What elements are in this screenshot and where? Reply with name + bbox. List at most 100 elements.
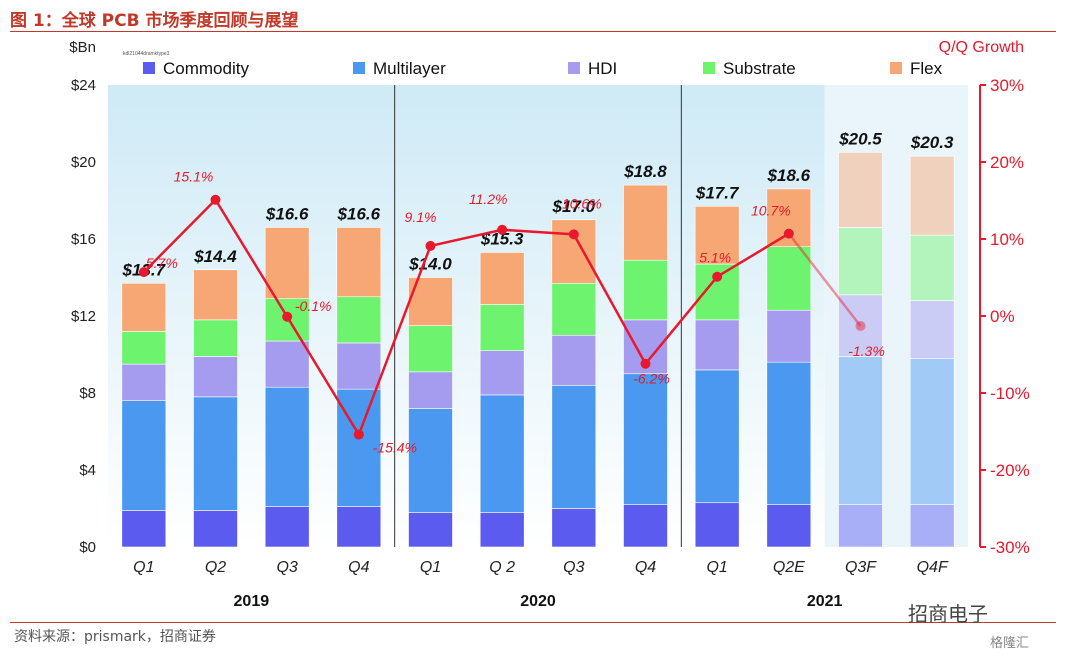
category-label: Q4 xyxy=(635,559,656,576)
growth-point xyxy=(712,271,723,282)
growth-point xyxy=(282,311,293,322)
source-rule xyxy=(10,622,1056,623)
growth-label: -6.2% xyxy=(633,371,670,387)
bar-multilayer-12 xyxy=(909,358,955,505)
category-label: Q1 xyxy=(706,559,727,576)
legend-swatch-hdi xyxy=(568,62,580,74)
growth-point xyxy=(497,224,508,235)
bar-substrate-2 xyxy=(193,319,238,357)
year-label-2019: 2019 xyxy=(234,593,270,610)
growth-line-forecast xyxy=(787,232,862,327)
bar-total-label: $17.0 xyxy=(552,197,596,216)
bar-substrate-5 xyxy=(408,325,453,373)
bar-substrate-6 xyxy=(479,304,525,351)
category-label: Q3F xyxy=(845,559,877,576)
category-label: Q4F xyxy=(917,559,949,576)
bar-commodity-4 xyxy=(336,506,382,548)
bar-total-label: $14.0 xyxy=(408,255,452,274)
right-axis-label: Q/Q Growth xyxy=(939,39,1024,56)
bar-total-label: $14.4 xyxy=(193,247,237,266)
bar-hdi-4 xyxy=(336,342,382,390)
growth-point xyxy=(855,321,866,332)
bar-substrate-12 xyxy=(909,234,955,301)
bar-commodity-2 xyxy=(193,510,238,548)
growth-point xyxy=(353,429,364,440)
growth-label: 5.7% xyxy=(146,255,178,271)
bar-multilayer-9 xyxy=(694,369,740,504)
bar-total-label: $18.8 xyxy=(623,162,667,181)
bar-commodity-5 xyxy=(408,512,453,548)
bar-commodity-6 xyxy=(479,512,525,548)
bar-substrate-1 xyxy=(121,331,167,365)
bar-flex-7 xyxy=(551,219,597,284)
left-axis-unit: $Bn xyxy=(69,39,96,56)
bar-commodity-1 xyxy=(121,510,167,548)
year-label-2020: 2020 xyxy=(520,593,556,610)
category-label: Q1 xyxy=(420,559,441,576)
growth-label: -15.4% xyxy=(373,440,417,456)
growth-point xyxy=(640,358,651,369)
legend-swatch-substrate xyxy=(703,62,715,74)
growth-label: 15.1% xyxy=(174,169,214,185)
growth-label: 10.7% xyxy=(751,203,791,219)
left-tick-label: $0 xyxy=(79,539,96,556)
category-label: Q4 xyxy=(348,559,369,576)
bar-commodity-8 xyxy=(623,504,668,548)
bar-commodity-7 xyxy=(551,508,597,548)
tiny-note: kdl21044dramktype3 xyxy=(123,51,170,57)
figure-title: 图 1：全球 PCB 市场季度回顾与展望 xyxy=(10,11,299,31)
bar-substrate-10 xyxy=(766,246,812,311)
bar-total-label: $16.6 xyxy=(265,204,309,223)
bar-total-label: $17.7 xyxy=(695,183,740,202)
growth-label: -1.3% xyxy=(848,343,885,359)
right-tick-label: -10% xyxy=(990,384,1030,403)
bar-commodity-9 xyxy=(694,502,740,548)
right-tick-label: 20% xyxy=(990,153,1024,172)
bar-hdi-10 xyxy=(766,309,812,363)
bar-flex-12 xyxy=(909,155,955,236)
legend-label-hdi: HDI xyxy=(588,59,617,78)
bar-multilayer-7 xyxy=(551,384,597,509)
bar-hdi-5 xyxy=(408,371,453,409)
category-label: Q3 xyxy=(563,559,584,576)
bar-commodity-3 xyxy=(264,506,310,548)
bar-total-label: $20.3 xyxy=(910,133,954,152)
growth-label: 10.6% xyxy=(562,195,602,211)
growth-label: 5.1% xyxy=(699,250,731,266)
growth-point xyxy=(783,228,794,239)
bar-total-label: $16.6 xyxy=(337,204,381,223)
bar-flex-9 xyxy=(694,205,740,265)
bar-flex-4 xyxy=(336,227,382,298)
category-label: Q2E xyxy=(773,559,805,576)
right-tick-label: -30% xyxy=(990,538,1030,557)
bar-flex-11 xyxy=(838,152,883,228)
watermark-logo: 招商电子 xyxy=(908,602,988,626)
bar-total-label: $15.3 xyxy=(480,229,524,248)
bar-multilayer-5 xyxy=(408,408,453,513)
legend-label-flex: Flex xyxy=(910,59,943,78)
legend-swatch-flex xyxy=(890,62,902,74)
source-note: 资料来源：prismark，招商证券 xyxy=(14,629,216,645)
bar-substrate-11 xyxy=(838,227,883,296)
growth-point xyxy=(138,267,149,278)
left-tick-label: $20 xyxy=(71,154,96,171)
growth-point xyxy=(210,194,221,205)
bar-hdi-6 xyxy=(479,350,525,396)
forecast-background xyxy=(824,85,968,547)
legend-label-substrate: Substrate xyxy=(723,59,796,78)
bar-substrate-4 xyxy=(336,296,382,344)
bar-commodity-10 xyxy=(766,504,812,548)
bar-multilayer-11 xyxy=(838,356,883,505)
left-tick-label: $24 xyxy=(71,77,96,94)
bar-flex-1 xyxy=(121,282,167,332)
right-tick-label: 10% xyxy=(990,230,1024,249)
bar-hdi-2 xyxy=(193,356,238,398)
bar-hdi-9 xyxy=(694,319,740,371)
left-tick-label: $12 xyxy=(71,308,96,325)
category-label: Q2 xyxy=(205,559,226,576)
bar-multilayer-8 xyxy=(623,373,668,505)
bar-flex-8 xyxy=(623,184,668,261)
growth-label: 9.1% xyxy=(405,209,437,225)
growth-label: 11.2% xyxy=(469,191,508,207)
